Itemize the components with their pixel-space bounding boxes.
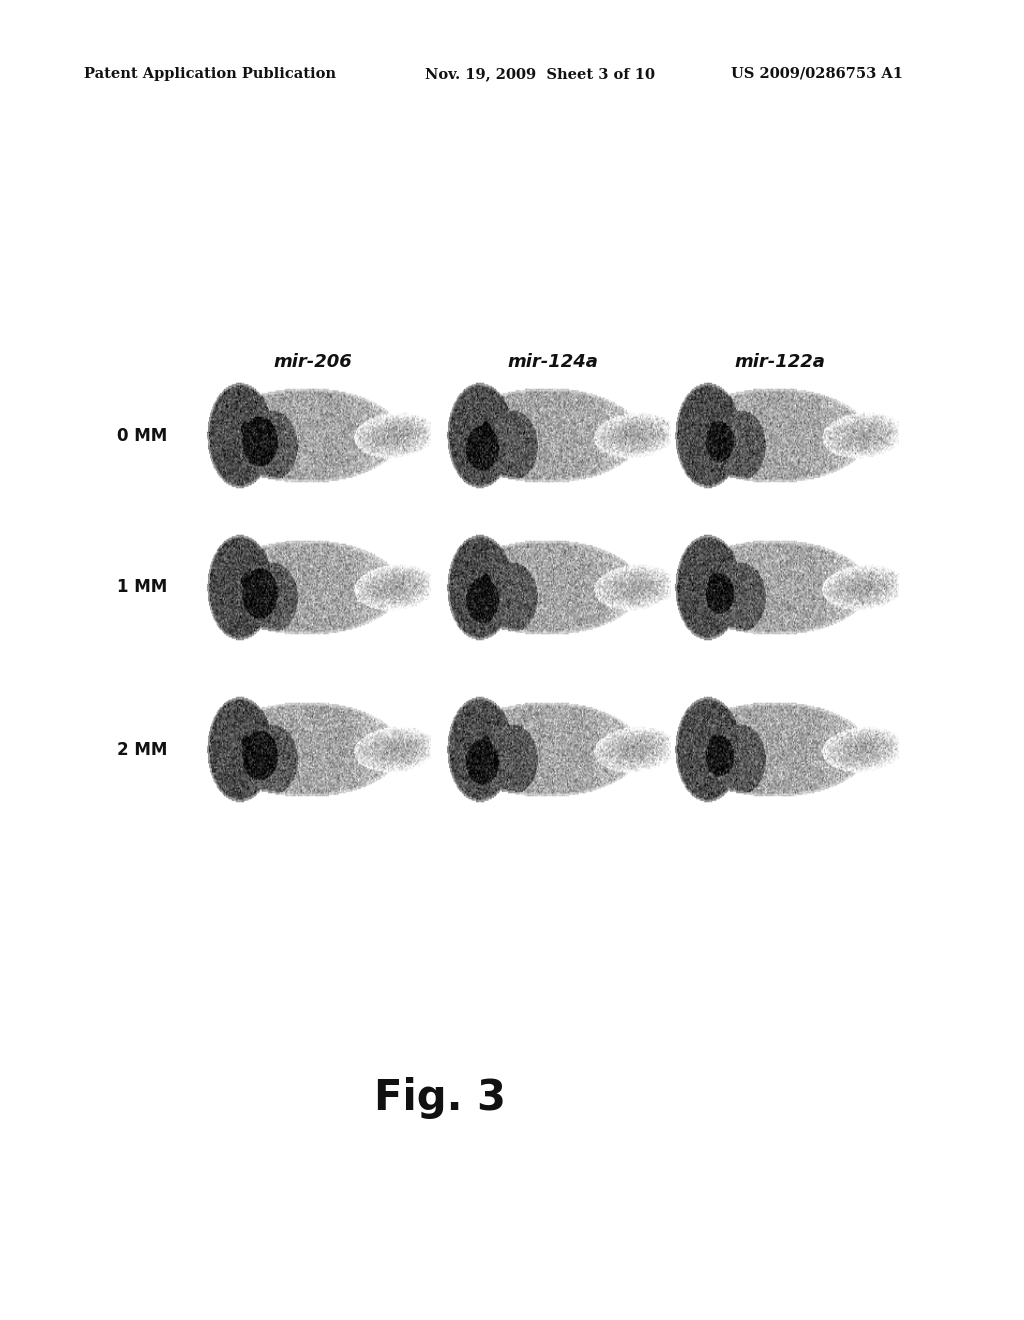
Text: mir-122a: mir-122a xyxy=(735,352,825,371)
Text: 1 MM: 1 MM xyxy=(117,578,167,597)
Text: Fig. 3: Fig. 3 xyxy=(375,1077,506,1119)
Text: mir-206: mir-206 xyxy=(273,352,351,371)
Text: Patent Application Publication: Patent Application Publication xyxy=(84,67,336,81)
Text: US 2009/0286753 A1: US 2009/0286753 A1 xyxy=(731,67,903,81)
Text: Nov. 19, 2009  Sheet 3 of 10: Nov. 19, 2009 Sheet 3 of 10 xyxy=(425,67,655,81)
Text: mir-124a: mir-124a xyxy=(508,352,598,371)
Text: 0 MM: 0 MM xyxy=(117,426,167,445)
Text: 2 MM: 2 MM xyxy=(117,741,167,759)
